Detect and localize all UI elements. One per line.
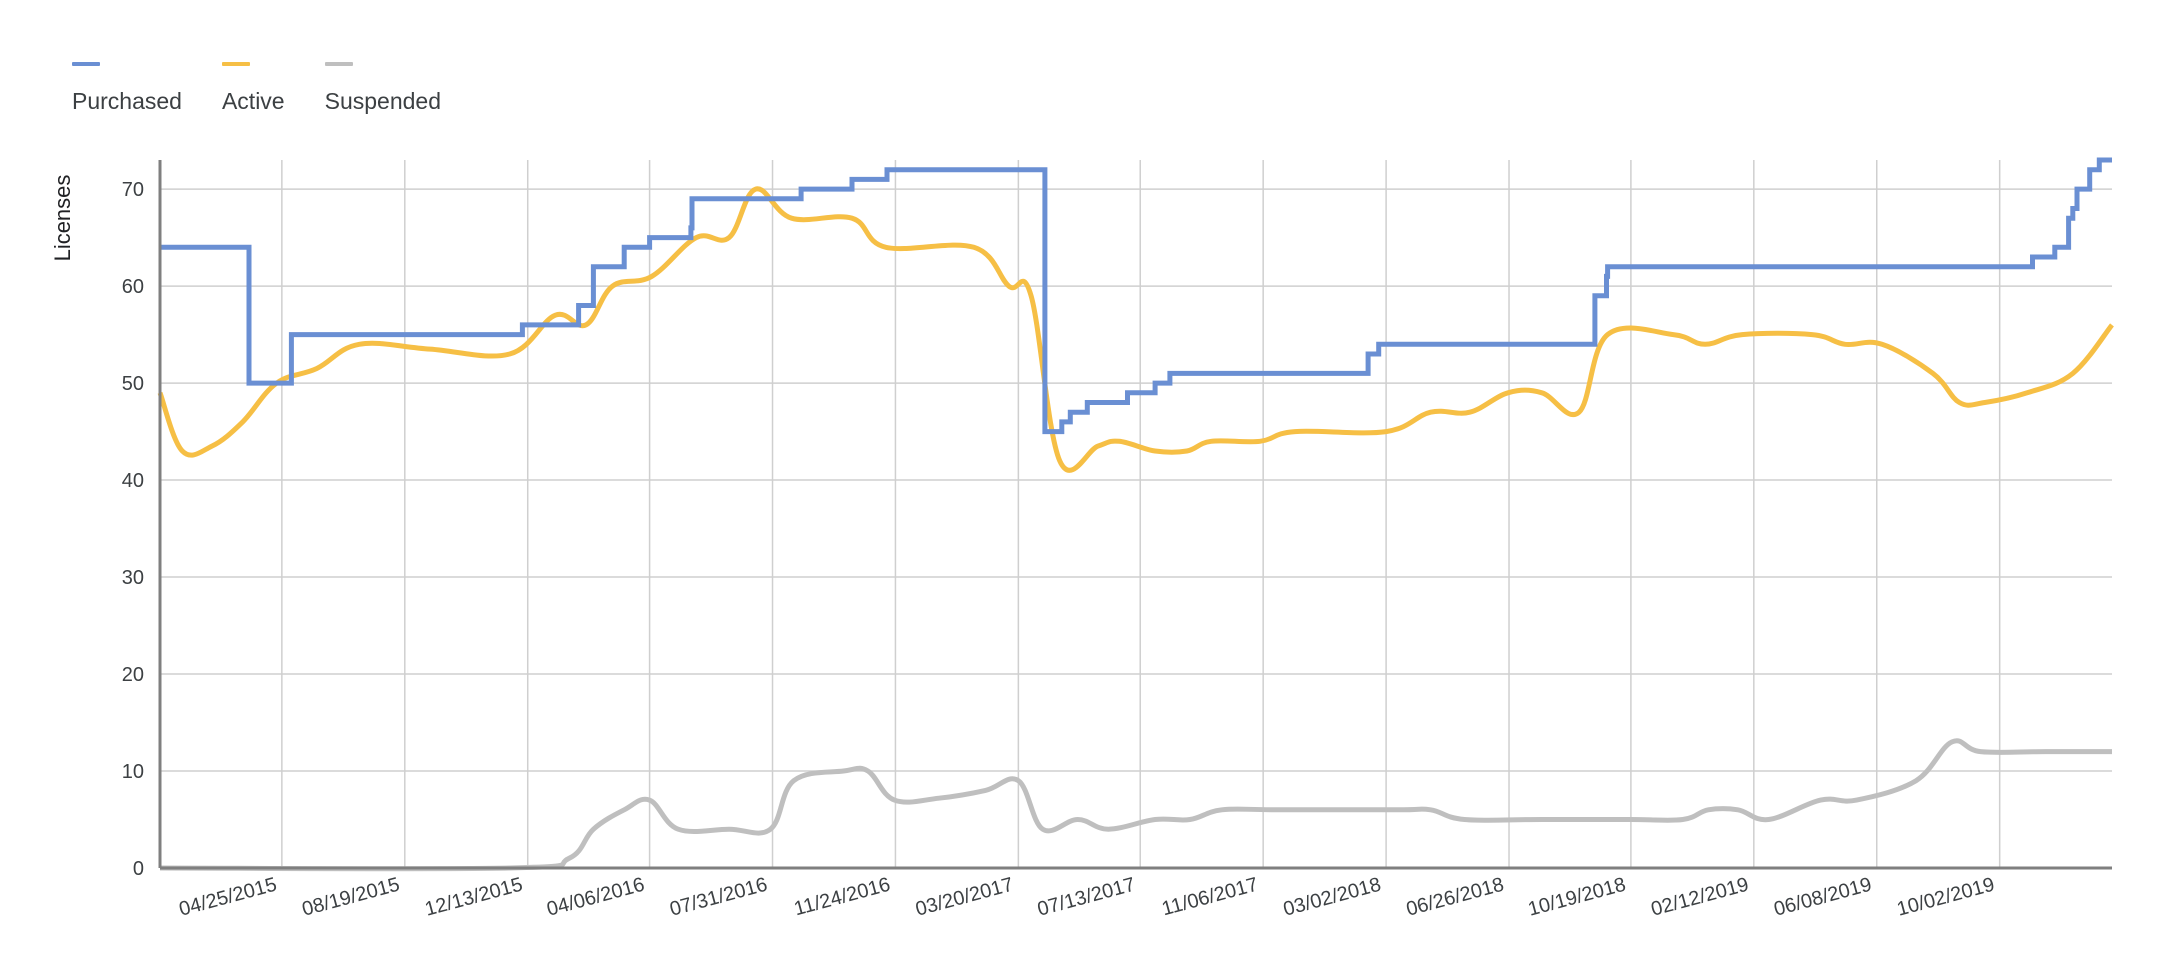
x-tick-label: 07/13/2017 (1035, 874, 1137, 921)
y-axis-title: Licenses (50, 175, 75, 262)
y-tick-label: 60 (122, 276, 144, 298)
x-tick-label: 03/20/2017 (913, 874, 1015, 921)
y-tick-label: 20 (122, 664, 144, 686)
legend-swatch-active (221, 62, 250, 66)
legend-label-active: Active (221, 88, 285, 114)
x-tick-label: 10/19/2018 (1526, 874, 1628, 921)
legend-item-purchased[interactable]: Purchased (72, 62, 182, 115)
x-tick-label: 04/25/2015 (177, 874, 279, 921)
x-tick-label: 02/12/2019 (1649, 874, 1751, 921)
x-tick-label: 08/19/2015 (300, 874, 402, 921)
legend-swatch-purchased (72, 62, 100, 66)
series-line-suspended (159, 738, 2112, 872)
x-tick-label: 11/06/2017 (1160, 874, 1261, 921)
x-tick-label: 11/24/2016 (792, 874, 893, 921)
grid (160, 160, 2112, 868)
series-line-purchased (160, 157, 2112, 435)
series-line-active (157, 186, 2114, 473)
x-tick-label: 07/31/2016 (667, 874, 769, 921)
legend-label-purchased: Purchased (72, 88, 182, 114)
x-tick-label: 12/13/2015 (423, 874, 525, 921)
legend-item-active[interactable]: Active (221, 62, 285, 115)
y-tick-label: 10 (122, 761, 144, 783)
x-tick-label: 03/02/2018 (1281, 874, 1383, 921)
y-tick-label: 30 (122, 567, 144, 589)
y-tick-label: 0 (133, 858, 144, 880)
x-tick-label: 06/08/2019 (1772, 874, 1874, 921)
legend-item-suspended[interactable]: Suspended (324, 62, 441, 115)
y-tick-label: 40 (122, 470, 144, 492)
axes: 0 10 20 30 40 50 60 70 04/25/2015 08/19/2015 12/13… (122, 160, 2112, 921)
y-tick-label: 50 (122, 373, 144, 395)
x-tick-label: 06/26/2018 (1404, 874, 1506, 921)
y-tick-label: 70 (122, 179, 144, 201)
legend-label-suspended: Suspended (324, 88, 441, 114)
legend-swatch-suspended (324, 62, 353, 66)
legend: Purchased Active Suspended (72, 62, 441, 115)
series-lines (157, 157, 2114, 872)
x-tick-label: 04/06/2016 (544, 874, 646, 921)
x-tick-label: 10/02/2019 (1895, 874, 1997, 921)
